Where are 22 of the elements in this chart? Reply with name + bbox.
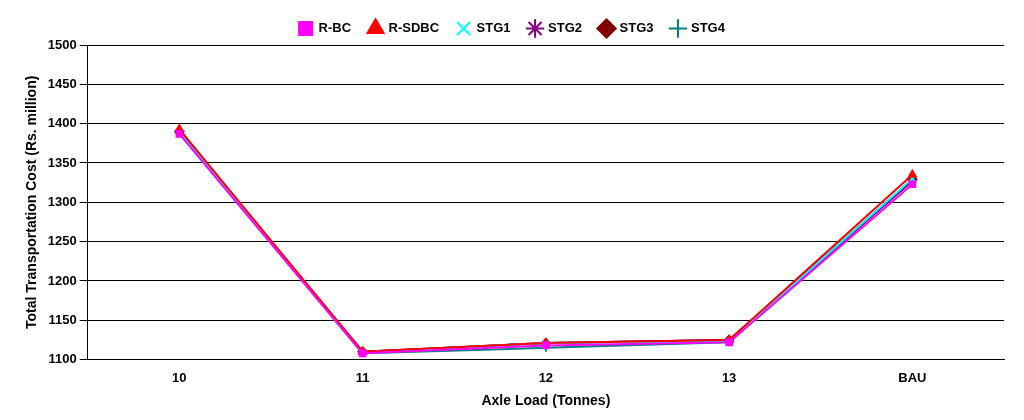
- y-tick-label: 1500: [47, 36, 77, 52]
- y-tick-label: 1150: [48, 311, 77, 327]
- y-tick-label: 1400: [47, 115, 77, 131]
- x-tick-label: 10: [172, 369, 187, 385]
- legend-label: R-SDBC: [388, 20, 440, 36]
- y-tick-label: 1450: [47, 75, 77, 91]
- y-tick-label: 1300: [47, 193, 77, 209]
- y-tick-label: 1200: [47, 272, 77, 288]
- x-tick-label: 11: [355, 369, 370, 385]
- y-axis-title: Total Transportation Cost (Rs. million): [23, 75, 40, 329]
- y-tick-label: 1350: [47, 154, 77, 170]
- x-axis-title: Axle Load (Tonnes): [481, 392, 611, 409]
- legend-label: STG1: [476, 20, 511, 36]
- x-tick-label: 12: [538, 369, 554, 385]
- legend-label: STG3: [619, 20, 654, 36]
- legend-label: STG2: [548, 20, 583, 36]
- legend-label: R-BC: [318, 20, 352, 36]
- y-tick-label: 1100: [48, 351, 77, 367]
- x-tick-label: 13: [721, 369, 737, 385]
- legend-label: STG4: [690, 20, 726, 36]
- y-tick-label: 1250: [47, 233, 77, 249]
- x-tick-label: BAU: [898, 369, 927, 385]
